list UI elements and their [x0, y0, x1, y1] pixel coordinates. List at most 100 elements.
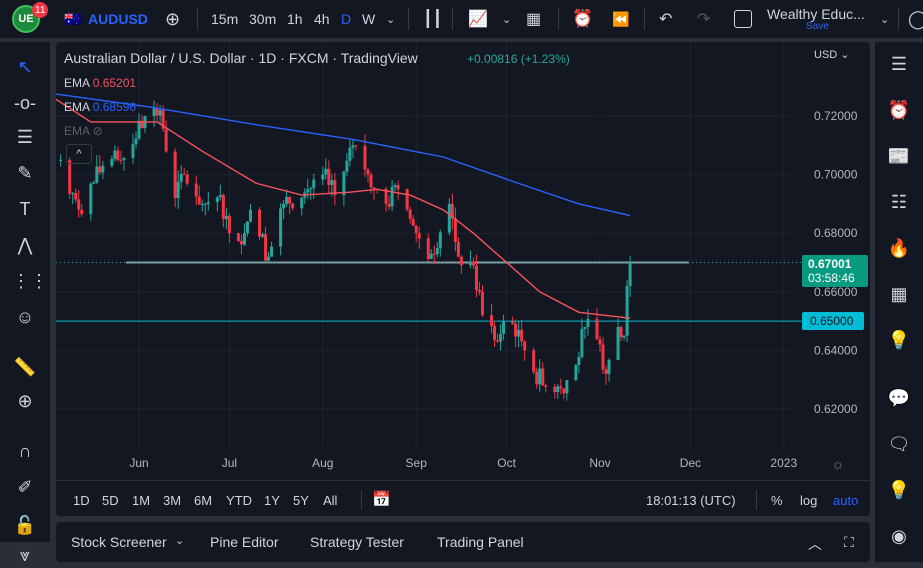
ema-legend-3-hidden[interactable]: EMA ⊘ — [64, 124, 103, 138]
currency-selector[interactable]: USD ⌄ — [814, 49, 850, 61]
candle-body — [598, 339, 602, 345]
x-tick-label: Oct — [497, 456, 516, 470]
settings-icon[interactable]: ◯ — [908, 8, 923, 29]
favorites-icon[interactable]: ⩔ — [0, 542, 50, 568]
range-1D[interactable]: 1D — [73, 493, 90, 508]
range-1M[interactable]: 1M — [132, 493, 151, 508]
percent-toggle[interactable]: % — [771, 493, 783, 508]
magnet-icon[interactable]: ∩ — [18, 441, 32, 461]
chevron-down-icon[interactable]: ⌄ — [880, 13, 890, 26]
messages-icon[interactable]: 🗨 — [887, 434, 911, 454]
candle-body — [502, 321, 506, 334]
tab-trading-panel[interactable]: Trading Panel — [437, 534, 524, 550]
lock-icon[interactable]: 🔓 — [13, 515, 37, 535]
candle-body — [321, 174, 325, 180]
candle-body — [583, 326, 587, 329]
text-icon[interactable]: T — [19, 199, 31, 219]
ideas-icon[interactable]: 💡 — [887, 330, 911, 350]
indicators-icon[interactable]: 📈 — [468, 11, 488, 28]
range-All[interactable]: All — [323, 493, 338, 508]
compare-plus-icon[interactable]: ⊕ — [165, 8, 181, 29]
tab-stock-screener[interactable]: Stock Screener — [71, 534, 167, 550]
chevron-down-icon[interactable]: ⌄ — [502, 13, 512, 26]
ema-legend-2[interactable]: EMA 0.68596 — [64, 100, 136, 114]
goto-date-icon[interactable]: 📅 — [372, 491, 391, 508]
prediction-icon[interactable]: ⋮⋮ — [12, 271, 48, 291]
streams-icon[interactable]: ◉ — [891, 526, 907, 546]
current-price: 0.67001 — [808, 257, 852, 271]
top-toolbar: UE 11 🇦🇺 AUDUSD ⊕ 15m 30m 1h 4h D W ⌄ ┃┃ 📈 ⌄ … — [0, 0, 923, 38]
alarm-icon[interactable]: ⏰ — [572, 9, 594, 28]
collapse-legend-button[interactable]: ^ — [66, 144, 92, 164]
candle-body — [387, 203, 391, 207]
range-5D[interactable]: 5D — [102, 493, 119, 508]
chevron-up-icon[interactable]: ︿ — [808, 536, 822, 552]
sun-settings-icon[interactable]: ☼ — [831, 456, 845, 473]
interval-4h[interactable]: 4h — [314, 11, 330, 27]
watchlist-icon[interactable]: ☰ — [890, 54, 908, 74]
chart-panel[interactable]: 0.72000 0.70000 0.68000 0.66000 0.64000 0.620… — [56, 42, 870, 516]
trend-line-icon[interactable]: -o- — [14, 93, 36, 113]
range-6M[interactable]: 6M — [194, 493, 213, 508]
chat-icon[interactable]: 💬 — [887, 388, 911, 408]
log-toggle[interactable]: log — [800, 493, 818, 508]
lock-drawing-icon[interactable]: ✐ — [17, 477, 33, 497]
candle-body — [185, 174, 189, 184]
pattern-icon[interactable]: ⋀ — [17, 235, 33, 255]
range-YTD[interactable]: YTD — [226, 493, 252, 508]
range-3M[interactable]: 3M — [163, 493, 182, 508]
range-5Y[interactable]: 5Y — [293, 493, 309, 508]
zoom-in-icon[interactable]: ⊕ — [17, 391, 33, 411]
candle-body — [577, 356, 581, 366]
candles-icon[interactable]: ┃┃ — [423, 11, 443, 28]
y-tick-label: 0.64000 — [814, 343, 858, 357]
data-window-icon[interactable]: ☷ — [890, 192, 908, 212]
layout-grid-icon[interactable]: ▦ — [526, 11, 542, 28]
fib-icon[interactable]: ☰ — [16, 127, 34, 147]
notifications-icon[interactable]: 💡 — [887, 480, 911, 500]
tab-pine-editor[interactable]: Pine Editor — [210, 534, 279, 550]
fullscreen-square-icon[interactable] — [734, 10, 752, 28]
tab-strategy-tester[interactable]: Strategy Tester — [310, 534, 404, 550]
interval-30m[interactable]: 30m — [249, 11, 277, 27]
interval-15m[interactable]: 15m — [211, 11, 239, 27]
alerts-icon[interactable]: ⏰ — [887, 100, 911, 120]
candle-body — [625, 285, 629, 336]
brush-icon[interactable]: ✎ — [17, 163, 33, 183]
eye-hidden-icon[interactable]: ⊘ — [92, 124, 103, 138]
interval-D[interactable]: D — [341, 11, 352, 27]
save-button[interactable]: Save — [806, 20, 829, 32]
symbol-search[interactable]: AUDUSD — [88, 11, 148, 27]
interval-1h[interactable]: 1h — [287, 11, 303, 27]
utc-clock[interactable]: 18:01:13 (UTC) — [646, 493, 736, 508]
interval-W[interactable]: W — [362, 11, 376, 27]
undo-icon[interactable]: ↶ — [659, 11, 673, 28]
layout-name[interactable]: Wealthy Educ... — [767, 6, 865, 22]
chevron-down-icon[interactable]: ⌄ — [386, 13, 396, 26]
candle-body — [456, 241, 460, 257]
candle-body — [604, 369, 608, 374]
calendar-icon[interactable]: ▦ — [890, 284, 908, 304]
candle-body — [523, 341, 527, 351]
chevron-down-icon[interactable]: ⌄ — [175, 535, 185, 547]
ruler-icon[interactable]: 📏 — [13, 357, 37, 377]
candle-body — [544, 385, 548, 387]
candle-body — [363, 145, 367, 170]
candle-body — [95, 166, 99, 183]
candle-body — [417, 233, 421, 239]
maximize-icon[interactable]: ⛶ — [844, 534, 854, 550]
auto-toggle[interactable]: auto — [833, 493, 859, 508]
hotlists-icon[interactable]: 🔥 — [887, 238, 911, 258]
replay-icon[interactable]: ⏪ — [612, 10, 630, 27]
cursor-icon[interactable]: ↖ — [17, 57, 33, 77]
candle-body — [221, 195, 225, 219]
range-1Y[interactable]: 1Y — [264, 493, 280, 508]
price-chart[interactable]: 0.72000 0.70000 0.68000 0.66000 0.64000 0.620… — [56, 42, 870, 516]
redo-icon[interactable]: ↷ — [697, 11, 711, 28]
ema-legend-1[interactable]: EMA 0.65201 — [64, 76, 136, 90]
news-icon[interactable]: 📰 — [887, 146, 911, 166]
candle-body — [429, 253, 433, 259]
bottom-panel: Stock Screener ⌄ Pine Editor Strategy Te… — [56, 522, 870, 562]
emoji-icon[interactable]: ☺ — [15, 307, 35, 327]
candle-body — [173, 151, 177, 199]
